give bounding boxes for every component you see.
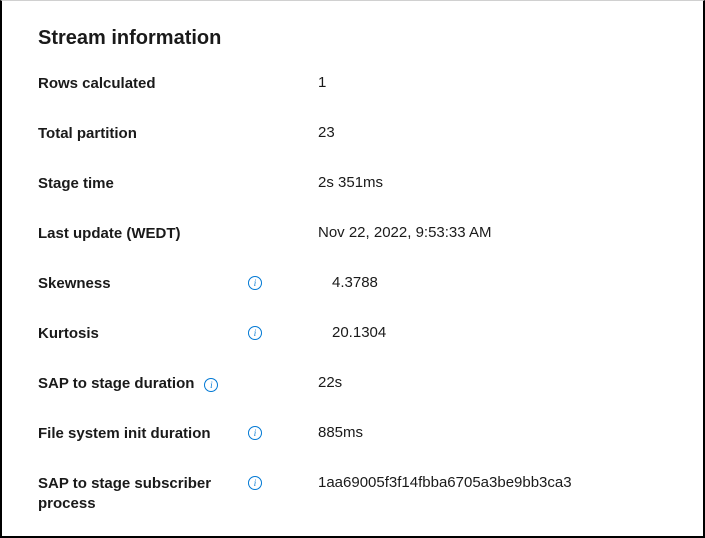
info-row: SAP to stage subscriber process i 1aa69005… [38,474,667,513]
info-value: 1 [318,74,326,91]
info-value: 22s [318,374,342,391]
info-value: 4.3788 [318,274,378,291]
info-row: File system init duration i 885ms [38,424,667,448]
info-label: SAP to stage subscriber process [38,475,211,512]
label-column: Rows calculated [38,74,238,94]
info-row: Skewness i 4.3788 [38,274,667,298]
label-column: Kurtosis [38,324,238,344]
label-column: Total partition [38,124,238,144]
info-value: 2s 351ms [318,174,383,191]
info-icon[interactable]: i [248,426,262,440]
icon-column: i [238,324,318,340]
info-list: Rows calculated 1 Total partition 23 Stage t… [38,74,667,513]
info-label: File system init duration [38,425,211,442]
icon-column [238,124,318,126]
info-label: Skewness [38,275,111,292]
label-column: File system init duration [38,424,238,444]
info-row: Kurtosis i 20.1304 [38,324,667,348]
info-label: Last update (WEDT) [38,225,181,242]
info-label: SAP to stage duration [38,375,194,392]
info-icon[interactable]: i [248,476,262,490]
icon-column: i [238,274,318,290]
icon-column [238,74,318,76]
icon-column: i [238,474,318,490]
label-column: Skewness [38,274,238,294]
info-row: Rows calculated 1 [38,74,667,98]
label-column: SAP to stage duration i [38,374,238,394]
info-icon[interactable]: i [204,378,218,392]
info-label: Rows calculated [38,75,156,92]
info-value: 23 [318,124,335,141]
info-value: 885ms [318,424,363,441]
info-label: Total partition [38,125,137,142]
label-column: SAP to stage subscriber process [38,474,238,513]
info-value: 20.1304 [318,324,386,341]
info-label: Stage time [38,175,114,192]
info-value: Nov 22, 2022, 9:53:33 AM [318,224,491,241]
icon-column [238,174,318,176]
icon-column [238,374,318,376]
info-row: Last update (WEDT) Nov 22, 2022, 9:53:33 … [38,224,667,248]
info-icon[interactable]: i [248,326,262,340]
panel-title: Stream information [38,27,667,50]
label-column: Last update (WEDT) [38,224,238,244]
icon-column: i [238,424,318,440]
info-row: Stage time 2s 351ms [38,174,667,198]
icon-column [238,224,318,226]
info-value: 1aa69005f3f14fbba6705a3be9bb3ca3 [318,474,572,491]
info-label: Kurtosis [38,325,99,342]
info-icon[interactable]: i [248,276,262,290]
info-row: Total partition 23 [38,124,667,148]
label-column: Stage time [38,174,238,194]
info-row: SAP to stage duration i 22s [38,374,667,398]
